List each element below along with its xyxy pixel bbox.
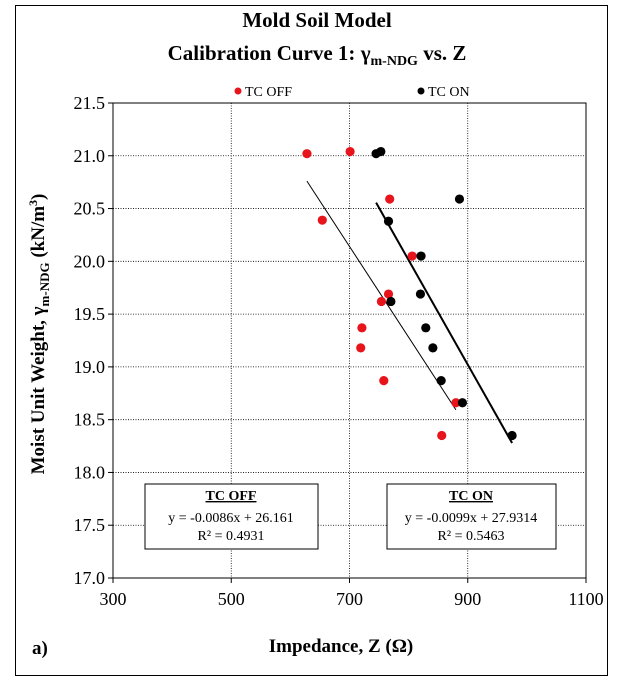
y-axis-label: Moist Unit Weight, γm-NDG (kN/m3) [26,194,52,475]
x-tick-label: 500 [218,589,245,609]
data-point-tc-on [416,251,426,261]
legend-marker-tc-off [234,87,242,95]
chart-frame [15,5,608,676]
data-point-tc-off [357,323,367,333]
equation-box-tc-off: TC OFF y = -0.0086x + 26.161 R² = 0.4931 [144,483,319,550]
data-point-tc-off [356,343,366,353]
r-squared-tc-off: R² = 0.4931 [198,529,265,544]
y-tick-label: 21.0 [74,146,106,166]
r-squared-tc-on: R² = 0.5463 [438,529,505,544]
chart-title-line2-prefix: Calibration Curve 1: [168,41,361,65]
panel-label: a) [32,638,48,659]
legend-label-tc-on: TC ON [428,85,470,100]
data-point-tc-on [428,343,438,353]
chart-title-line1: Mold Soil Model [242,8,392,32]
equation-box-tc-on-frame [386,483,557,550]
equation-box-tc-off-title: TC OFF [206,489,257,504]
data-point-tc-on [376,146,386,157]
data-point-tc-on [454,194,465,204]
chart-title-line2-suffix: vs. Z [418,41,466,65]
chart-title-line2: Calibration Curve 1: γm-NDG vs. Z [168,41,467,69]
data-point-tc-off [317,215,327,225]
y-axis-label-gamma: γ [28,306,49,316]
x-tick-label: 900 [454,589,481,609]
x-axis-label: Impedance, Z (Ω) [269,636,414,657]
data-point-tc-on [386,296,396,307]
equation-tc-on: y = -0.0099x + 27.9314 [405,511,537,526]
legend-marker-tc-on [417,87,425,95]
x-tick-label: 1100 [568,589,603,609]
data-point-tc-on [436,376,446,386]
y-tick-label: 18.0 [74,462,106,482]
data-point-tc-on [421,323,431,333]
data-point-tc-off [376,296,387,307]
data-point-tc-off [385,194,395,204]
data-point-tc-off [302,149,312,159]
y-tick-label: 21.5 [74,93,106,113]
legend: TC OFF TC ON [234,85,470,100]
x-tick-label: 300 [100,589,127,609]
chart-title-gamma: γ [360,41,371,65]
data-point-tc-on [457,398,468,408]
trendline-tc-on [375,202,513,444]
y-axis-label-prefix: Moist Unit Weight, [28,315,49,474]
data-point-tc-off [345,146,355,157]
data-point-tc-off [451,398,461,408]
data-point-tc-off [437,430,447,441]
equation-box-tc-off-frame [144,483,319,550]
trendline-tc-off [306,180,457,411]
equation-box-tc-on-title: TC ON [449,489,493,504]
y-tick-label: 19.0 [74,357,106,377]
equation-box-tc-on: TC ON y = -0.0099x + 27.9314 R² = 0.5463 [386,483,557,550]
equation-tc-off: y = -0.0086x + 26.161 [168,511,293,526]
data-point-tc-on [507,430,517,441]
data-point-tc-on [383,216,394,226]
y-tick-label: 20.5 [74,199,106,219]
y-tick-label: 19.5 [74,304,106,324]
y-axis-label-subscript: m-NDG [37,262,52,306]
y-tick-label: 20.0 [74,251,106,271]
y-tick-label: 17.5 [74,515,106,535]
y-tick-label: 17.0 [74,568,106,588]
x-tick-label: 700 [336,589,363,609]
data-point-tc-off [379,376,389,386]
data-point-tc-off [407,251,417,261]
data-point-tc-off [383,289,394,299]
y-axis-label-superscript: 3 [26,200,40,206]
legend-label-tc-off: TC OFF [245,85,292,100]
y-axis-label-close: ) [28,194,49,200]
data-point-tc-on [415,289,426,299]
chart-title-subscript: m-NDG [371,54,419,69]
y-tick-label: 18.5 [74,410,106,430]
y-axis-label-unit: (kN/m [28,206,49,263]
